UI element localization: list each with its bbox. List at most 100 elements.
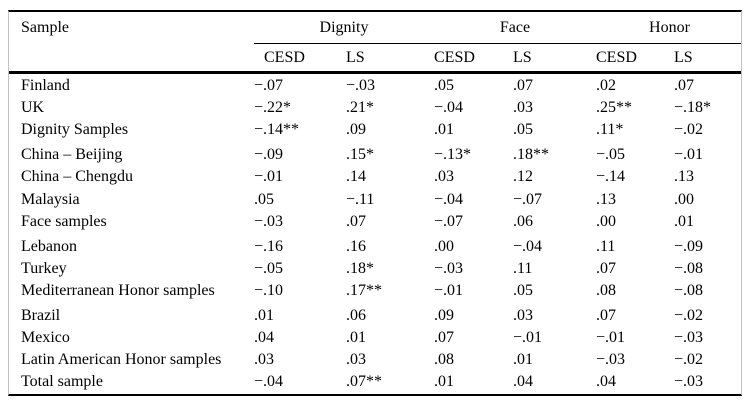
group-header-face: Face (499, 19, 531, 36)
cell-honor-ls: −.08 (674, 259, 704, 277)
table-row: China – Beijing −.09 .15* −.13* .18** −.… (9, 144, 741, 166)
cell-face-cesd: −.13* (434, 146, 472, 164)
cell-face-cesd: −.04 (434, 190, 464, 208)
cell-face-cesd: −.04 (434, 99, 464, 117)
cell-dignity-cesd: −.07 (254, 77, 284, 95)
cell-dignity-cesd: .05 (254, 190, 274, 208)
cell-honor-ls: −.02 (674, 351, 704, 369)
cell-dignity-cesd: −.16 (254, 237, 284, 255)
cell-dignity-cesd: −.22* (254, 99, 292, 117)
table-body: Finland −.07 −.03 .05 .07 .02 .07 UK −.2… (9, 74, 741, 393)
cell-honor-ls: −.02 (674, 121, 704, 139)
cell-dignity-ls: .06 (346, 306, 366, 324)
table-group-header-row: Sample Dignity Face Honor (9, 12, 741, 44)
row-label: Finland (21, 77, 70, 95)
cell-dignity-cesd: .03 (254, 351, 274, 369)
cell-face-cesd: .03 (434, 168, 454, 186)
cell-honor-ls: .01 (674, 212, 694, 230)
cell-face-cesd: .05 (434, 77, 454, 95)
cell-honor-ls: −.02 (674, 306, 704, 324)
row-label: Dignity Samples (21, 121, 129, 139)
cell-face-ls: .05 (513, 121, 533, 139)
row-label: China – Beijing (21, 146, 123, 164)
cell-honor-ls: −.03 (674, 373, 704, 391)
table-row: UK −.22* .21* −.04 .03 .25** −.18* (9, 97, 741, 119)
subheader-dignity-ls: LS (346, 48, 365, 66)
cell-face-cesd: .07 (434, 329, 454, 347)
cell-dignity-ls: .15* (346, 146, 374, 164)
subheader-honor-ls: LS (674, 48, 693, 66)
cell-dignity-ls: .18* (346, 259, 374, 277)
cell-dignity-ls: .09 (346, 121, 366, 139)
table-row: Finland −.07 −.03 .05 .07 .02 .07 (9, 75, 741, 97)
subheader-dignity-cesd: CESD (264, 48, 305, 66)
table-row: Turkey −.05 .18* −.03 .11 .07 −.08 (9, 258, 741, 280)
row-label: Malaysia (21, 190, 80, 208)
cell-dignity-cesd: −.04 (254, 373, 284, 391)
row-label: Mexico (21, 329, 70, 347)
group-header-honor: Honor (649, 19, 690, 36)
table-row: Total sample −.04 .07** .01 .04 .04 −.03 (9, 371, 741, 393)
row-label: Latin American Honor samples (21, 351, 222, 369)
cell-face-ls: .05 (513, 281, 533, 299)
cell-honor-ls: −.01 (674, 146, 704, 164)
cell-face-ls: .03 (513, 99, 533, 117)
cell-honor-ls: .13 (674, 168, 694, 186)
cell-face-ls: −.04 (513, 237, 543, 255)
cell-dignity-ls: .01 (346, 329, 366, 347)
cell-dignity-cesd: −.03 (254, 212, 284, 230)
cell-honor-ls: −.03 (674, 329, 704, 347)
cell-honor-ls: .07 (674, 77, 694, 95)
cell-honor-cesd: .07 (596, 306, 616, 324)
cell-honor-cesd: .13 (596, 190, 616, 208)
cell-face-ls: −.01 (513, 329, 543, 347)
row-label: Mediterranean Honor samples (21, 281, 215, 299)
cell-honor-cesd: −.03 (596, 351, 626, 369)
table-row: Dignity Samples −.14** .09 .01 .05 .11* … (9, 119, 741, 141)
cell-dignity-cesd: .04 (254, 329, 274, 347)
table-row: Malaysia .05 −.11 −.04 −.07 .13 .00 (9, 188, 741, 210)
cell-dignity-ls: .21* (346, 99, 374, 117)
cell-dignity-cesd: .01 (254, 306, 274, 324)
subheader-face-cesd: CESD (434, 48, 475, 66)
cell-honor-cesd: .07 (596, 259, 616, 277)
cell-dignity-ls: .03 (346, 351, 366, 369)
cell-face-ls: .06 (513, 212, 533, 230)
cell-honor-cesd: .25** (596, 99, 632, 117)
table-row: Mediterranean Honor samples −.10 .17** −… (9, 280, 741, 302)
cell-dignity-cesd: −.09 (254, 146, 284, 164)
cell-honor-cesd: .04 (596, 373, 616, 391)
cell-dignity-cesd: −.05 (254, 259, 284, 277)
cell-dignity-cesd: −.01 (254, 168, 284, 186)
table-row: China – Chengdu −.01 .14 .03 .12 −.14 .1… (9, 166, 741, 188)
subheader-face-ls: LS (513, 48, 532, 66)
cell-face-ls: .04 (513, 373, 533, 391)
cell-honor-cesd: .11 (596, 237, 616, 255)
cell-face-cesd: .08 (434, 351, 454, 369)
row-label: China – Chengdu (21, 168, 133, 186)
cell-honor-ls: −.18* (674, 99, 712, 117)
cell-face-cesd: .01 (434, 121, 454, 139)
cell-face-ls: .03 (513, 306, 533, 324)
table-row: Face samples −.03 .07 −.07 .06 .00 .01 (9, 211, 741, 233)
row-label: Turkey (21, 259, 67, 277)
column-header-sample: Sample (21, 19, 69, 36)
cell-face-ls: .07 (513, 77, 533, 95)
subheader-honor-cesd: CESD (596, 48, 637, 66)
cell-dignity-ls: .14 (346, 168, 366, 186)
cell-honor-ls: −.09 (674, 237, 704, 255)
cell-face-ls: .11 (513, 259, 533, 277)
table-row: Lebanon −.16 .16 .00 −.04 .11 −.09 (9, 236, 741, 258)
cell-dignity-ls: −.11 (346, 190, 375, 208)
table-subheader-row: CESD LS CESD LS CESD LS (9, 44, 741, 74)
row-label: Face samples (21, 212, 107, 230)
cell-face-ls: .12 (513, 168, 533, 186)
cell-honor-ls: .00 (674, 190, 694, 208)
cell-face-cesd: −.01 (434, 281, 464, 299)
cell-honor-cesd: −.14 (596, 168, 626, 186)
correlation-table: Sample Dignity Face Honor CESD LS CESD L… (8, 10, 742, 396)
cell-dignity-ls: −.03 (346, 77, 376, 95)
group-header-rule (254, 43, 741, 44)
table-row: Latin American Honor samples .03 .03 .08… (9, 349, 741, 371)
row-label: Lebanon (21, 237, 77, 255)
